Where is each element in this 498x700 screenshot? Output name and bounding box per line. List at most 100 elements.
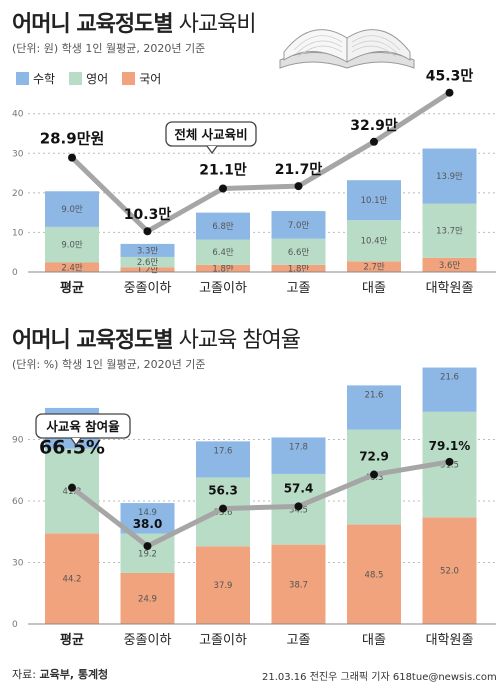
line-point (219, 504, 227, 513)
bottom-title-bold: 어머니 교육정도별 (12, 328, 174, 353)
bar-value-label: 38.7 (289, 580, 308, 590)
y-tick-label: 0 (12, 620, 18, 630)
callout-label: 전체 사교육비 (174, 127, 247, 142)
line-point (445, 88, 454, 97)
callout-label: 사교육 참여율 (46, 419, 120, 434)
line-point (370, 470, 378, 479)
series-line (70, 90, 451, 234)
bottom-title: 어머니 교육정도별 사교육 참여율 (12, 322, 301, 354)
bar-segment-korean (271, 544, 326, 624)
source-label: 자료: (12, 668, 36, 681)
bar-segment-english (422, 203, 477, 258)
top-title-light: 사교육비 (178, 12, 257, 37)
bar-segment-math (347, 180, 401, 221)
line-value-label: 79.1% (429, 439, 471, 453)
bar-value-label: 13.9만 (436, 172, 463, 182)
bar-segment-english (120, 256, 175, 268)
line-value-label: 56.3 (208, 484, 238, 498)
bar-value-label: 2.6만 (137, 258, 159, 268)
top-title: 어머니 교육정도별 사교육비 (12, 6, 257, 38)
y-tick-label: 90 (12, 436, 24, 446)
bar-segment-korean (347, 524, 401, 624)
bar-value-label: 52.0 (440, 567, 459, 577)
bar-value-label: 17.6 (214, 446, 233, 456)
line-point (143, 227, 152, 236)
bar-value-label: 6.4만 (212, 248, 234, 258)
bar-segment-math (422, 148, 477, 204)
bar-value-label: 24.9 (138, 594, 157, 604)
bar-value-label: 1.8만 (288, 264, 310, 274)
category-label: 고졸이하 (199, 281, 247, 296)
line-point (143, 542, 152, 551)
y-tick-label: 30 (12, 149, 24, 159)
bar-value-label: 10.4만 (361, 237, 388, 247)
bar-segment-english (271, 238, 326, 265)
category-label: 고졸 (287, 281, 311, 296)
line-value-label: 72.9 (359, 450, 389, 464)
bar-segment-korean (120, 572, 175, 624)
line-point (294, 182, 303, 191)
y-tick-label: 20 (12, 189, 24, 199)
bar-value-label: 21.6 (365, 390, 384, 400)
line-value-label: 38.0 (133, 517, 163, 531)
line-point (445, 457, 454, 466)
participation-chart: 030609044.241.319.924.919.214.937.933.61… (12, 367, 496, 648)
bar-value-label: 3.3만 (137, 246, 159, 256)
line-point (294, 502, 303, 511)
source-text: 교육부, 통계청 (39, 668, 109, 681)
bar-segment-math (45, 191, 99, 227)
credit-note: 21.03.16 전진우 그래픽 기자 618tue@newsis.com (262, 672, 497, 683)
bar-value-label: 13.7만 (436, 227, 463, 237)
bar-segment-math (347, 385, 401, 430)
line-point (219, 184, 227, 193)
line-value-label: 45.3만 (426, 69, 474, 85)
line-point (68, 483, 76, 492)
y-tick-label: 60 (12, 497, 24, 507)
legend-label-math: 수학 (33, 72, 56, 86)
series-line (70, 459, 450, 549)
line-value-label: 28.9만원 (40, 130, 105, 148)
bar-segment-korean (422, 257, 477, 272)
bar-value-label: 6.6만 (288, 248, 310, 258)
legend-label-english: 영어 (86, 72, 109, 86)
bar-value-label: 17.8 (289, 442, 308, 452)
bar-segment-math (422, 367, 477, 412)
bar-segment-math (120, 503, 175, 534)
y-tick-label: 40 (12, 110, 24, 120)
callout-pointer (70, 437, 82, 447)
line-point (370, 137, 378, 146)
bar-segment-korean (196, 264, 250, 272)
line-value-label: 10.3만 (124, 207, 172, 223)
bar-value-label: 37.9 (214, 581, 233, 591)
callout-pointer (206, 145, 218, 155)
y-tick-label: 10 (12, 228, 24, 238)
bar-value-label: 41.3 (63, 487, 82, 497)
bar-value-label: 7.0만 (288, 221, 310, 231)
category-label: 대학원졸 (426, 633, 474, 648)
category-label: 대졸 (362, 281, 386, 296)
bar-segment-english (196, 239, 250, 265)
spending-chart: 0 10 20 30 40 2.4만 9.0만 9.0만 1.2만2.6만 3.3만 1.8만 6.4… (12, 69, 496, 296)
bar-segment-korean (347, 261, 401, 272)
line-value-label: 21.1만 (199, 162, 247, 178)
legend: 수학 영어 국어 (16, 70, 161, 87)
bar-value-label: 6.8만 (212, 222, 234, 232)
bar-segment-korean (120, 267, 175, 272)
legend-label-korean: 국어 (139, 72, 162, 86)
bottom-unit-note: (단위: %) 학생 1인 월평균, 2020년 기준 (12, 358, 206, 371)
category-label: 평균 (60, 280, 84, 296)
bar-value-label: 1.2만 (137, 266, 159, 276)
y-tick-label: 30 (12, 559, 24, 569)
bar-segment-korean (45, 262, 99, 272)
callout-box (35, 413, 131, 439)
legend-item-english: 영어 (69, 70, 108, 87)
bar-segment-math (120, 243, 175, 257)
legend-swatch-korean (122, 72, 136, 85)
line-value-label: 21.7만 (275, 162, 323, 178)
bar-value-label: 3.6만 (439, 261, 461, 271)
bar-segment-korean (196, 546, 250, 624)
legend-swatch-math (16, 72, 29, 85)
bar-value-label: 9.0만 (61, 241, 83, 251)
category-label: 중졸이하 (124, 633, 172, 648)
bar-segment-english (45, 226, 99, 263)
